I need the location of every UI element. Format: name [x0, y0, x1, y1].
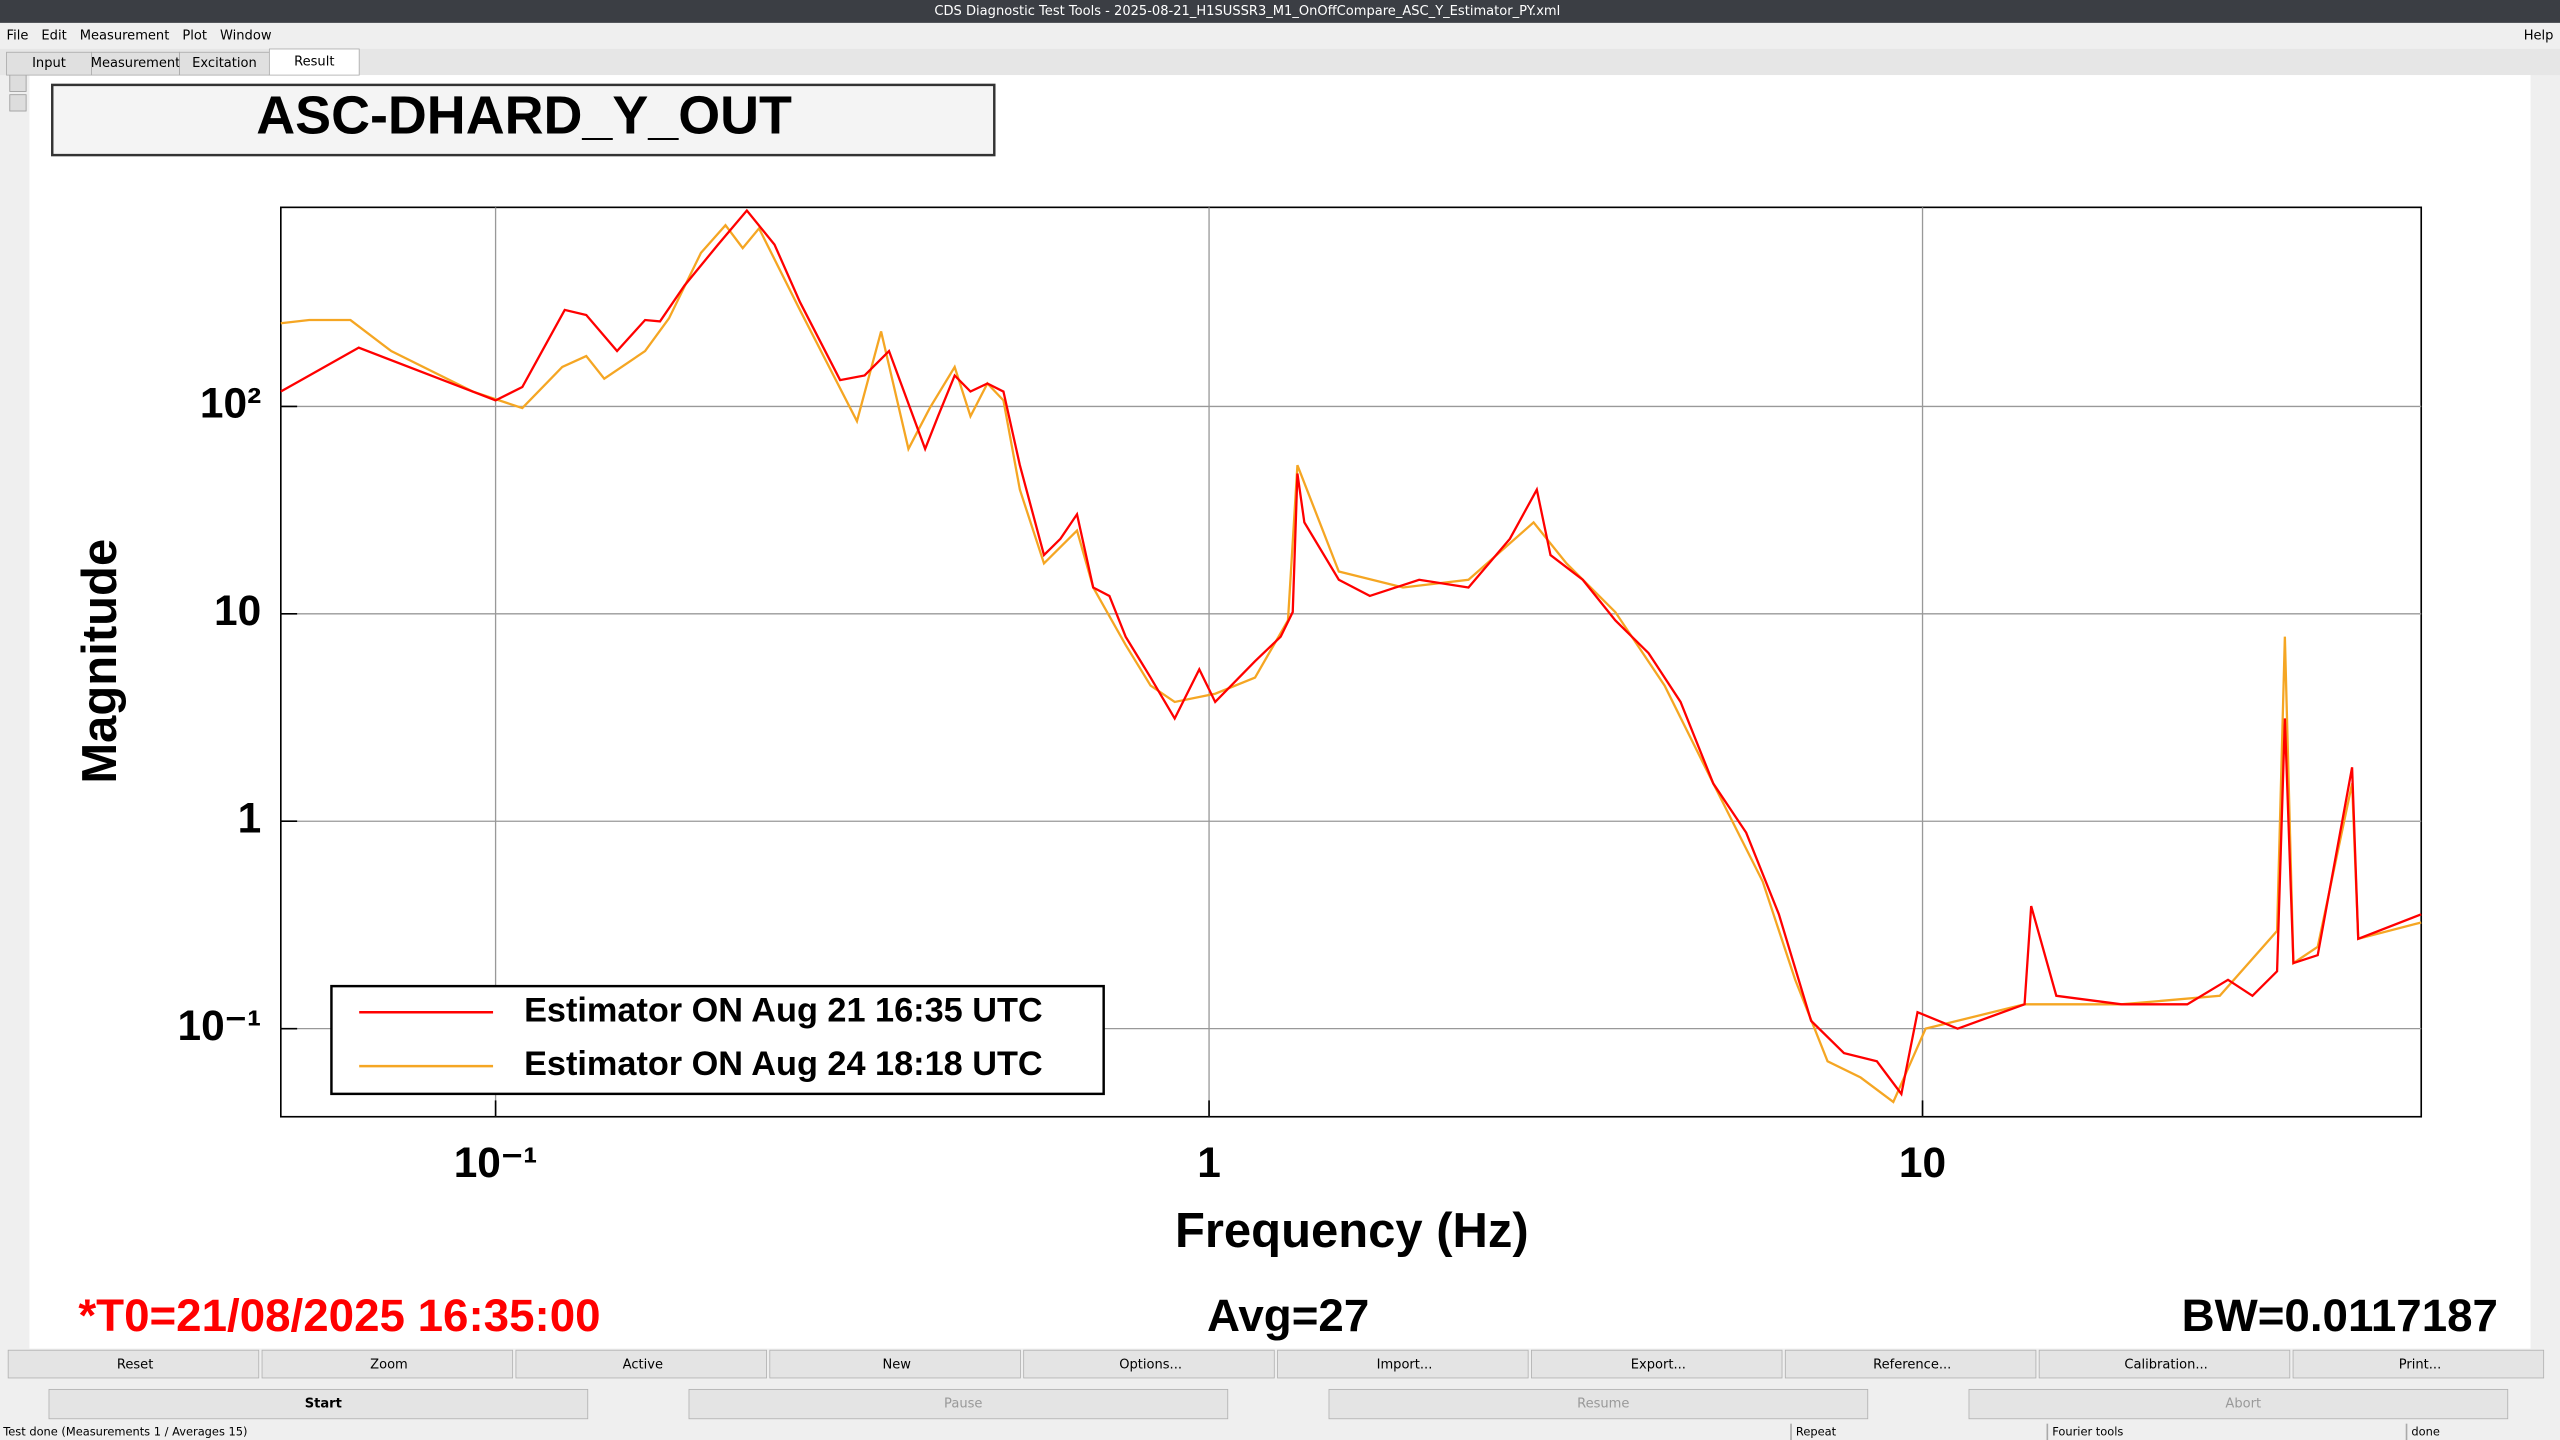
button[interactable]	[2038, 1349, 2291, 1379]
scroll-button[interactable]	[9, 74, 27, 92]
y-tick-label: 1	[238, 794, 262, 841]
button[interactable]	[261, 1349, 514, 1379]
x-tick-label: 10	[1899, 1139, 1946, 1186]
button-label[interactable]: Print...	[2399, 1357, 2441, 1372]
button[interactable]	[7, 1349, 260, 1379]
x-tick-label: 1	[1197, 1139, 1221, 1186]
help-menu[interactable]: Help	[2524, 28, 2554, 43]
y-tick-label: 10	[214, 587, 261, 634]
button-label[interactable]: Options...	[1119, 1357, 1182, 1372]
series-line	[280, 223, 2422, 1104]
menu-item[interactable]: Edit	[41, 28, 66, 43]
button-label[interactable]: Export...	[1631, 1357, 1686, 1372]
button-label[interactable]: Reset	[117, 1357, 153, 1372]
button-label[interactable]: Active	[623, 1357, 663, 1372]
x-tick-label: 10⁻¹	[454, 1139, 538, 1186]
action-button[interactable]	[1968, 1388, 2509, 1420]
menu-item[interactable]: File	[7, 28, 29, 43]
avg-annotation: Avg=27	[1207, 1290, 1369, 1341]
menu-item[interactable]: Window	[220, 28, 272, 43]
tab[interactable]	[268, 48, 360, 76]
tab-label[interactable]: Excitation	[192, 56, 257, 71]
action-label[interactable]: Resume	[1577, 1397, 1629, 1412]
button[interactable]	[1023, 1349, 1275, 1379]
button[interactable]	[1277, 1349, 1529, 1379]
button-label[interactable]: Import...	[1377, 1357, 1433, 1372]
menu-item[interactable]: Measurement	[80, 28, 170, 43]
status-text: Repeat	[1796, 1424, 1837, 1438]
tab-label[interactable]: Result	[294, 55, 334, 70]
t0-annotation: *T0=21/08/2025 16:35:00	[78, 1290, 600, 1341]
button-label[interactable]: Zoom	[370, 1357, 408, 1372]
menu-item[interactable]: Plot	[182, 28, 207, 43]
line-layer	[280, 208, 2422, 1104]
tab-bar	[0, 48, 2560, 76]
chart-title: ASC-DHARD_Y_OUT	[256, 85, 792, 145]
grid-layer: 10⁻¹ 1 10 10⁻¹ 1 10 10²	[177, 207, 2422, 1186]
action-button[interactable]	[1328, 1388, 1869, 1420]
button-label[interactable]: Calibration...	[2124, 1357, 2207, 1372]
bw-annotation: BW=0.0117187	[2182, 1290, 2498, 1341]
button[interactable]	[769, 1349, 1021, 1379]
legend-label: Estimator ON Aug 21 16:35 UTC	[524, 991, 1043, 1029]
button[interactable]	[1531, 1349, 1783, 1379]
plot-area	[280, 206, 2423, 1118]
status-text: Fourier tools	[2052, 1424, 2123, 1438]
x-axis-label: Frequency (Hz)	[1175, 1204, 1529, 1258]
button[interactable]	[515, 1349, 767, 1379]
y-axis-label: Magnitude	[73, 539, 127, 784]
title-bar	[0, 0, 2560, 23]
action-label[interactable]: Pause	[944, 1397, 982, 1412]
legend-label: Estimator ON Aug 24 18:18 UTC	[524, 1045, 1043, 1083]
action-button[interactable]	[48, 1388, 589, 1420]
button-label[interactable]: Reference...	[1873, 1357, 1951, 1372]
status-text: Test done (Measurements 1 / Averages 15)	[2, 1424, 247, 1438]
legend: Estimator ON Aug 21 16:35 UTC Estimator O…	[330, 984, 1105, 1096]
y-tick-label: 10⁻¹	[177, 1002, 261, 1049]
button-label[interactable]: New	[883, 1357, 912, 1372]
window-title: CDS Diagnostic Test Tools - 2025-08-21_H…	[934, 4, 1560, 19]
y-tick-label: 10²	[200, 380, 261, 427]
series-line	[280, 208, 2422, 1097]
title-box	[51, 83, 996, 157]
button[interactable]	[1784, 1349, 2037, 1379]
action-label[interactable]: Start	[305, 1397, 342, 1412]
action-button[interactable]	[688, 1388, 1229, 1420]
scroll-button[interactable]	[9, 94, 27, 112]
tab-label[interactable]: Input	[32, 56, 66, 71]
action-label[interactable]: Abort	[2225, 1397, 2261, 1412]
legend-box	[330, 984, 1105, 1096]
button[interactable]	[2292, 1349, 2545, 1379]
tab-label[interactable]: Measurement	[91, 56, 181, 71]
status-text: done	[2411, 1424, 2439, 1438]
